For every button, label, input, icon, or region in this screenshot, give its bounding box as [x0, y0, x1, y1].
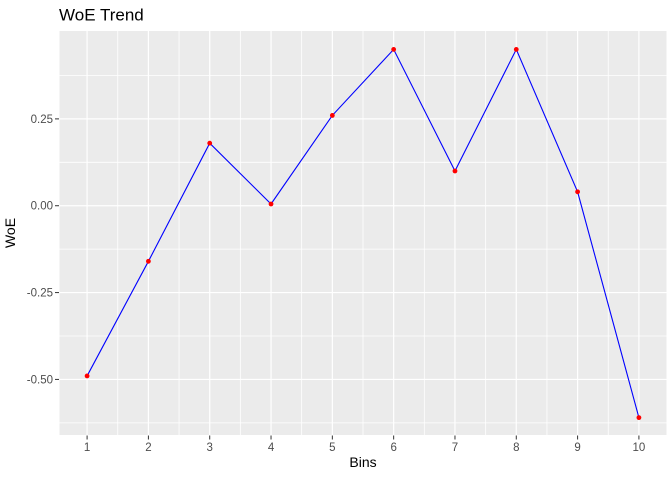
data-point — [207, 140, 213, 146]
data-point — [636, 415, 642, 421]
data-point — [391, 47, 397, 52]
x-tick-label: 4 — [268, 442, 275, 454]
x-tick-label: 6 — [390, 442, 396, 454]
data-point — [268, 201, 274, 207]
x-tick-label: 2 — [145, 442, 151, 454]
y-tick-label: -0.50 — [27, 374, 53, 386]
x-tick-label: 7 — [452, 442, 458, 454]
data-point — [146, 258, 151, 264]
data-point — [84, 373, 90, 379]
data-point — [329, 113, 335, 118]
x-tick-label: 10 — [633, 442, 646, 454]
data-point — [452, 168, 458, 174]
trend-line — [86, 48, 640, 418]
y-tick-label: 0.25 — [31, 114, 53, 126]
x-tick-label: 1 — [84, 442, 90, 454]
plot-title: WoE Trend — [59, 6, 144, 25]
chart-generated-layer: 1 2 3 4 5 6 7 8 9 10 0.25 0.00 -0.25 -0.50 — [27, 31, 667, 454]
x-tick-label: 3 — [207, 442, 213, 454]
x-tick-label: 8 — [513, 442, 519, 454]
y-axis-title: WoE — [2, 218, 18, 248]
x-axis-title: Bins — [349, 454, 376, 470]
data-point — [513, 47, 519, 52]
y-tick-label: 0.00 — [31, 201, 53, 213]
y-tick-label: -0.25 — [27, 288, 53, 300]
x-tick-label: 9 — [574, 442, 580, 454]
data-point — [575, 189, 580, 195]
x-tick-label: 5 — [329, 442, 335, 454]
